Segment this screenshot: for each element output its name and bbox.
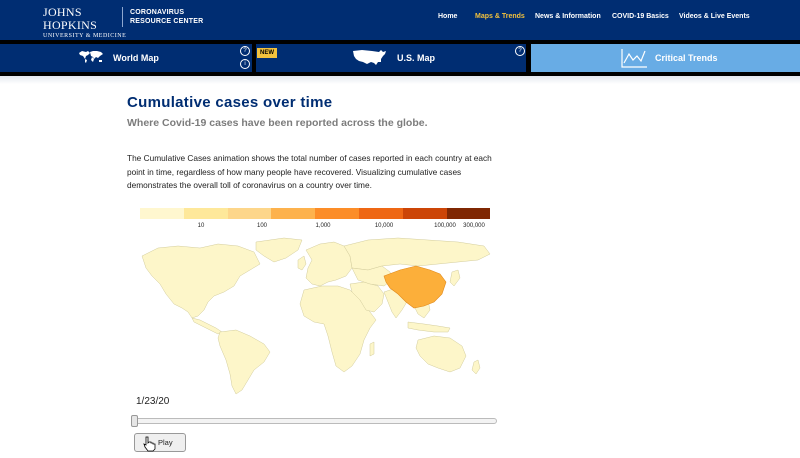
site-name-line2: RESOURCE CENTER (130, 18, 204, 25)
legend-tick: 100 (256, 223, 268, 229)
trend-chart-icon (621, 49, 647, 68)
us-map-icon (353, 50, 386, 65)
nav-videos-live-events[interactable]: Videos & Live Events (679, 13, 750, 20)
logo-line2: UNIVERSITY & MEDICINE (43, 33, 127, 39)
tab-shadow (0, 76, 800, 84)
world-map-icon (79, 51, 103, 63)
tab-us-map[interactable]: U.S. Map ? (256, 44, 526, 72)
north-america (141, 243, 261, 319)
tab-critical-trends[interactable]: Critical Trends (531, 44, 800, 72)
legend-swatch (402, 208, 447, 219)
central-america (191, 317, 223, 335)
legend-swatch (227, 208, 272, 219)
new-badge: NEW (257, 48, 277, 58)
slider-thumb[interactable] (131, 415, 138, 427)
help-icon[interactable]: ? (240, 46, 250, 56)
legend-swatch (140, 208, 184, 219)
hand-cursor-icon (143, 436, 156, 452)
legend-tick: 1,000 (315, 223, 331, 229)
current-date: 1/23/20 (136, 396, 170, 407)
south-america (217, 329, 271, 395)
logo-divider (122, 7, 123, 27)
legend-tick: 100,000 (434, 223, 456, 229)
legend-swatch (183, 208, 228, 219)
page-subtitle: Where Covid-19 cases have been reported … (127, 117, 428, 129)
site-name-line1: CORONAVIRUS (130, 9, 185, 16)
nav-maps-trends[interactable]: Maps & Trends (475, 13, 525, 20)
color-legend (140, 208, 491, 219)
uk (297, 255, 307, 271)
australia (415, 335, 467, 373)
world-map (141, 237, 491, 395)
legend-swatch (315, 208, 359, 219)
madagascar (369, 341, 375, 357)
info-icon[interactable]: i (240, 59, 250, 69)
europe (305, 241, 353, 287)
nav-news-information[interactable]: News & Information (535, 13, 601, 20)
china[interactable] (383, 265, 447, 309)
play-button-label: Play (158, 438, 173, 447)
tab-critical-trends-label: Critical Trends (655, 53, 718, 63)
site-header: JOHNS HOPKINS UNIVERSITY & MEDICINE CORO… (0, 0, 800, 40)
tab-us-map-label: U.S. Map (397, 53, 436, 63)
logo-line1: JOHNS HOPKINS (43, 5, 98, 32)
legend-tick: 300,000 (463, 223, 485, 229)
russia (343, 237, 491, 271)
japan (449, 269, 461, 287)
legend-swatch (358, 208, 403, 219)
legend-swatch (271, 208, 316, 219)
nav-covid19-basics[interactable]: COVID-19 Basics (612, 13, 669, 20)
legend-tick: 10,000 (374, 223, 394, 229)
legend-swatch (446, 208, 491, 219)
tab-world-map[interactable]: World Map ? i (0, 44, 252, 72)
description-paragraph: The Cumulative Cases animation shows the… (127, 153, 492, 190)
jhu-logo[interactable]: JOHNS HOPKINS UNIVERSITY & MEDICINE (43, 5, 128, 40)
indonesia (407, 321, 451, 333)
help-icon-us[interactable]: ? (515, 46, 525, 56)
new-zealand (471, 359, 481, 375)
site-name[interactable]: CORONAVIRUS RESOURCE CENTER (130, 8, 203, 26)
legend-tick: 10 (197, 223, 205, 229)
nav-home[interactable]: Home (438, 13, 458, 20)
timeline-slider[interactable] (133, 418, 497, 424)
greenland (255, 237, 303, 263)
tab-world-map-label: World Map (113, 53, 159, 63)
page-title: Cumulative cases over time (127, 94, 333, 111)
